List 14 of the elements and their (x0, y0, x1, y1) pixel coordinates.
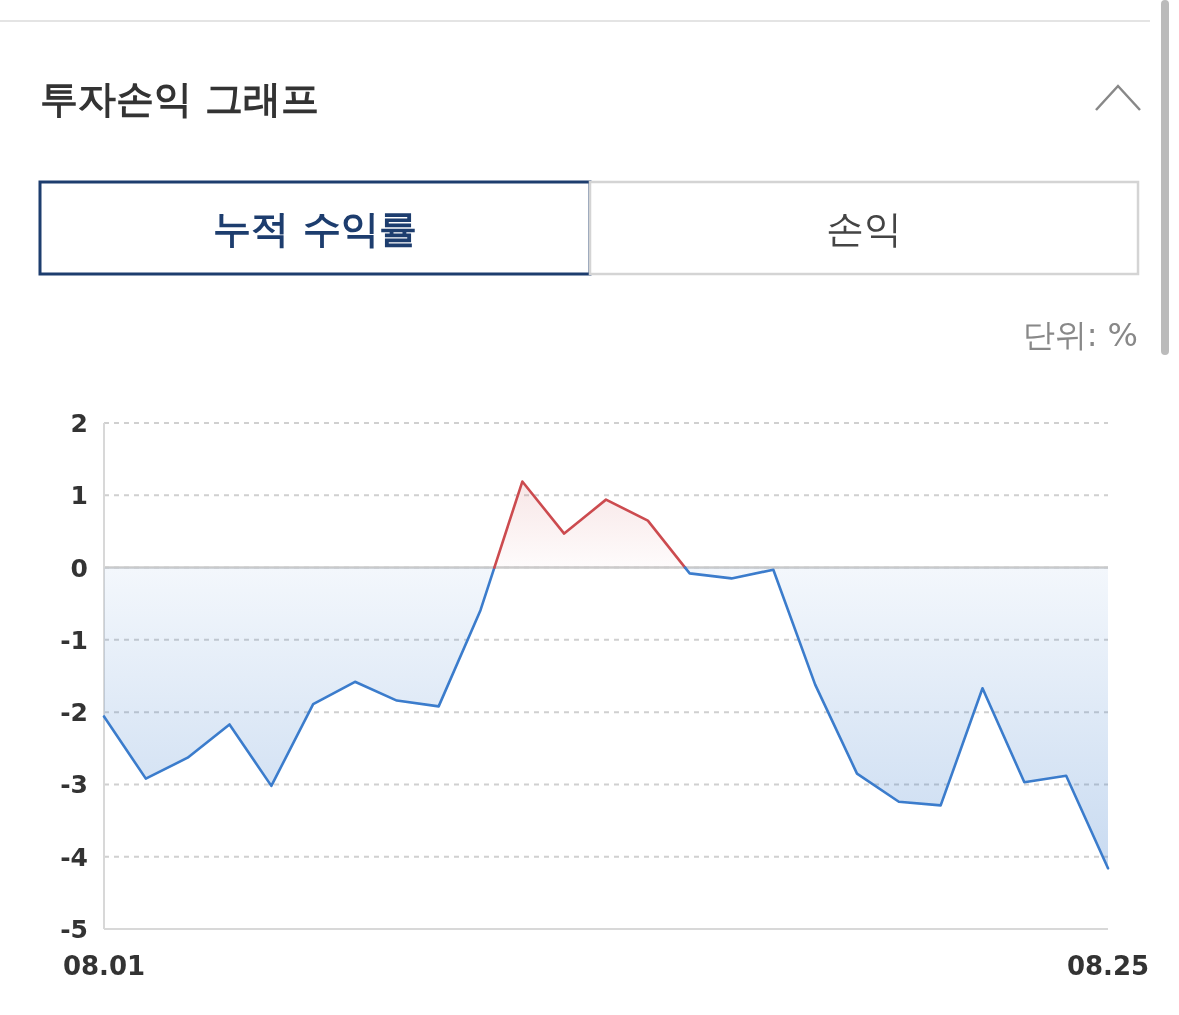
y-tick-label: -5 (60, 915, 88, 944)
x-tick-label: 08.01 (62, 951, 146, 981)
text: 단위: % (1022, 316, 1138, 354)
y-tick-label: 0 (70, 553, 88, 583)
y-tick-label: -2 (60, 698, 88, 728)
y-tick-label: -3 (60, 770, 88, 800)
y-tick-label: 2 (70, 409, 88, 438)
tab: 누적 수익률 (38, 180, 592, 276)
y-tick-label: 1 (70, 481, 88, 511)
tab: 손익 (588, 180, 1140, 276)
x-tick-label: 08.25 (1066, 951, 1150, 981)
chart-title: 투자손익 그래프 (40, 77, 320, 121)
y-tick-label: -4 (60, 842, 88, 872)
y-tick-label: -1 (60, 625, 88, 655)
